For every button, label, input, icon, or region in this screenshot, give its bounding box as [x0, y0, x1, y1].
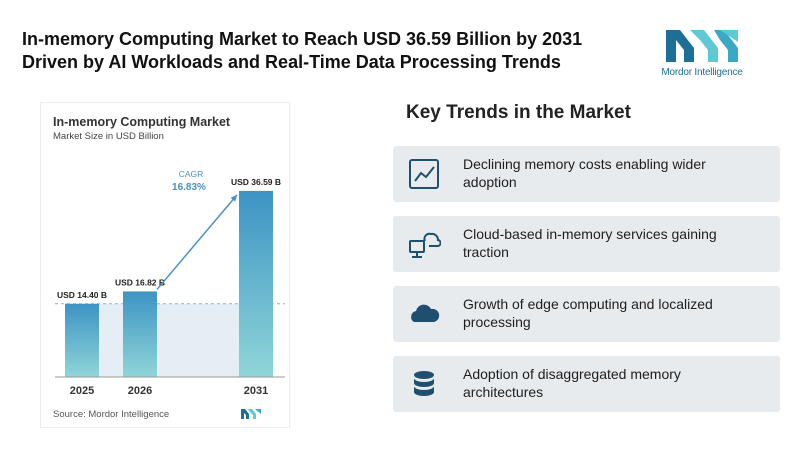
bar-2026 — [123, 291, 157, 377]
baseline-shade — [65, 303, 273, 377]
trend-item: Adoption of disaggregated memory archite… — [393, 356, 780, 412]
data-label-2025: USD 14.40 B — [57, 290, 107, 300]
mini-logo-icon — [241, 409, 261, 419]
cloud-network-icon — [409, 232, 441, 258]
brand-logo-text: Mordor Intelligence — [661, 67, 743, 78]
chart-subtitle: Market Size in USD Billion — [53, 131, 164, 142]
headline: In-memory Computing Market to Reach USD … — [22, 28, 622, 74]
market-size-chart: USD 14.40 B 2025 USD 16.82 B 2026 USD 36.59 … — [40, 102, 290, 428]
data-label-2031: USD 36.59 B — [231, 177, 281, 187]
x-tick-2025: 2025 — [70, 385, 94, 397]
data-label-2026: USD 16.82 B — [115, 277, 165, 287]
cagr-value: 16.83% — [172, 182, 206, 193]
x-tick-2026: 2026 — [128, 385, 152, 397]
cagr-label: CAGR — [179, 169, 204, 179]
cloud-icon — [411, 304, 440, 322]
cagr-arrow — [156, 194, 238, 290]
trend-text: Growth of edge computing and localized p… — [463, 296, 713, 330]
chart-title: In-memory Computing Market — [53, 115, 231, 129]
brand-logo: Mordor Intelligence — [660, 24, 744, 80]
chart-canvas: USD 14.40 B 2025 USD 16.82 B 2026 USD 36.59 … — [55, 169, 285, 397]
trend-item: Declining memory costs enabling wider ad… — [393, 146, 780, 202]
cagr-arrowhead — [230, 194, 237, 202]
brand-logo-mark-icon — [666, 30, 738, 62]
trend-item: Growth of edge computing and localized p… — [393, 286, 780, 342]
bar-2031 — [239, 190, 273, 377]
trend-text: Adoption of disaggregated memory archite… — [463, 366, 681, 400]
line-chart-icon — [409, 159, 439, 189]
trend-text: Declining memory costs enabling wider ad… — [463, 156, 706, 190]
headline-line-1: In-memory Computing Market to Reach USD … — [22, 29, 583, 49]
trends-title: Key Trends in the Market — [406, 102, 631, 123]
x-tick-2031: 2031 — [244, 385, 268, 397]
trend-item: Cloud-based in-memory services gaining t… — [393, 216, 780, 272]
chart-source: Source: Mordor Intelligence — [53, 409, 170, 420]
trend-text: Cloud-based in-memory services gaining t… — [463, 226, 717, 260]
headline-line-2: Driven by AI Workloads and Real-Time Dat… — [22, 52, 561, 72]
database-icon — [414, 371, 434, 396]
bar-2025 — [65, 303, 99, 377]
